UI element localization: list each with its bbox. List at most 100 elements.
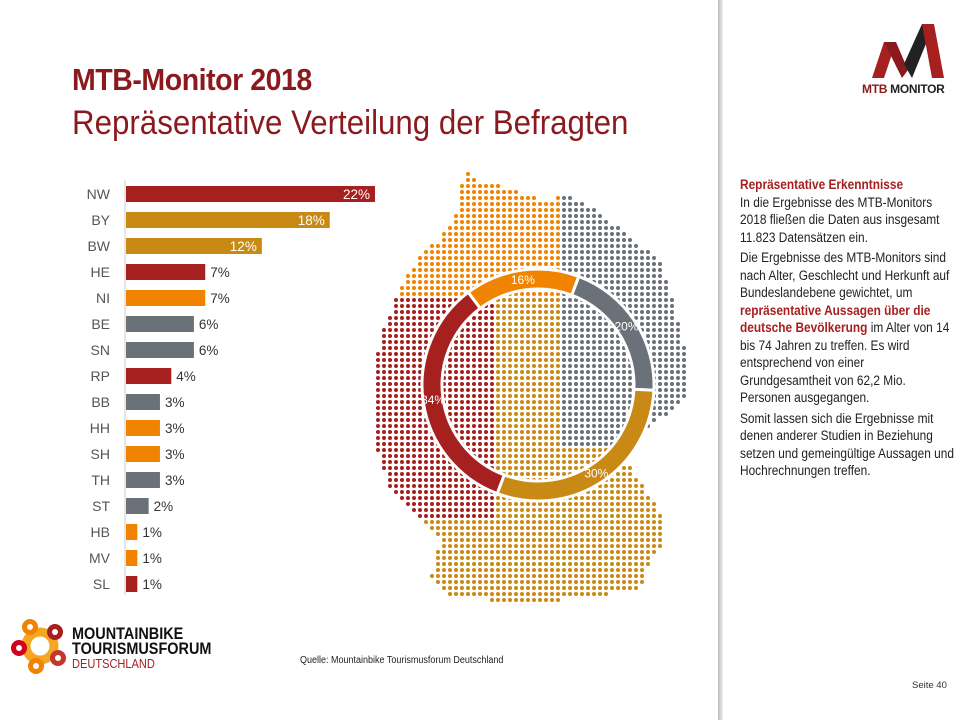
map-dot (484, 526, 488, 530)
map-dot (472, 196, 476, 200)
map-dot (454, 478, 458, 482)
map-dot (466, 256, 470, 260)
map-dot (616, 340, 620, 344)
map-dot (406, 280, 410, 284)
map-dot (472, 400, 476, 404)
map-dot (676, 394, 680, 398)
map-dot (484, 574, 488, 578)
map-dot (454, 244, 458, 248)
map-dot (538, 262, 542, 266)
map-dot (502, 196, 506, 200)
map-dot (520, 574, 524, 578)
map-dot (586, 244, 590, 248)
map-dot (556, 292, 560, 296)
map-dot (664, 340, 668, 344)
map-dot (598, 436, 602, 440)
map-dot (616, 574, 620, 578)
map-dot (580, 460, 584, 464)
map-dot (460, 574, 464, 578)
map-dot (580, 580, 584, 584)
map-dot (526, 328, 530, 332)
map-dot (556, 316, 560, 320)
map-dot (538, 418, 542, 422)
map-dot (472, 274, 476, 278)
map-dot (412, 286, 416, 290)
map-dot (622, 244, 626, 248)
map-dot (478, 586, 482, 590)
map-dot (412, 406, 416, 410)
map-dot (580, 376, 584, 380)
map-dot (460, 406, 464, 410)
map-dot (508, 520, 512, 524)
map-dot (448, 562, 452, 566)
map-dot (562, 226, 566, 230)
map-dot (652, 316, 656, 320)
map-dot (442, 490, 446, 494)
map-dot (604, 544, 608, 548)
map-dot (562, 586, 566, 590)
map-dot (568, 580, 572, 584)
map-dot (496, 370, 500, 374)
map-dot (484, 496, 488, 500)
map-dot (526, 298, 530, 302)
map-dot (652, 514, 656, 518)
map-dot (514, 544, 518, 548)
map-dot (454, 484, 458, 488)
map-dot (388, 328, 392, 332)
map-dot (436, 298, 440, 302)
map-dot (532, 472, 536, 476)
map-dot (460, 412, 464, 416)
map-dot (448, 274, 452, 278)
map-dot (490, 514, 494, 518)
map-dot (508, 460, 512, 464)
map-dot (538, 202, 542, 206)
map-dot (604, 568, 608, 572)
map-dot (586, 268, 590, 272)
map-dot (598, 226, 602, 230)
map-dot (514, 586, 518, 590)
map-dot (466, 208, 470, 212)
map-dot (520, 556, 524, 560)
map-dot (592, 580, 596, 584)
map-dot (550, 334, 554, 338)
map-dot (568, 424, 572, 428)
map-dot (658, 364, 662, 368)
map-dot (550, 352, 554, 356)
map-dot (598, 430, 602, 434)
map-dot (484, 514, 488, 518)
map-dot (628, 580, 632, 584)
map-dot (568, 322, 572, 326)
map-dot (616, 484, 620, 488)
map-dot (448, 484, 452, 488)
map-dot (562, 256, 566, 260)
map-dot (436, 520, 440, 524)
map-dot (454, 424, 458, 428)
map-dot (490, 406, 494, 410)
map-dot (538, 394, 542, 398)
map-dot (514, 196, 518, 200)
map-dot (400, 298, 404, 302)
map-dot (526, 370, 530, 374)
map-dot (652, 520, 656, 524)
map-dot (508, 238, 512, 242)
map-dot (424, 442, 428, 446)
map-dot (436, 262, 440, 266)
map-dot (454, 268, 458, 272)
map-dot (580, 334, 584, 338)
map-dot (442, 514, 446, 518)
map-dot (652, 508, 656, 512)
map-dot (490, 400, 494, 404)
map-dot (610, 376, 614, 380)
map-dot (574, 580, 578, 584)
map-dot (544, 592, 548, 596)
map-dot (484, 196, 488, 200)
map-dot (454, 340, 458, 344)
map-dot (658, 328, 662, 332)
bar-value-label: 1% (142, 577, 162, 592)
map-dot (448, 490, 452, 494)
map-dot (586, 562, 590, 566)
map-dot (634, 256, 638, 260)
map-dot (448, 400, 452, 404)
map-dot (478, 562, 482, 566)
map-dot (568, 430, 572, 434)
